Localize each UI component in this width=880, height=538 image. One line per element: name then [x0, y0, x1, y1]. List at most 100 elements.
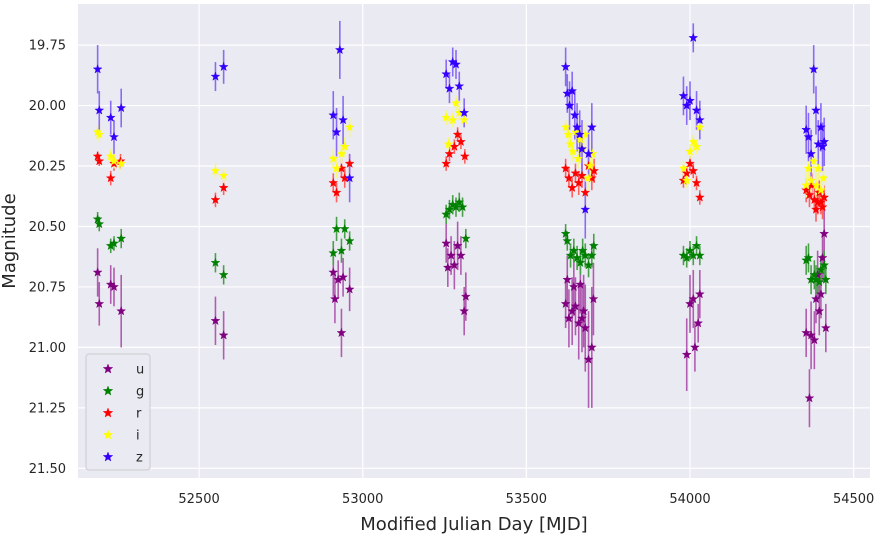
point-z [574, 129, 585, 139]
point-g [454, 197, 465, 207]
point-z [817, 141, 828, 151]
y-tick-label: 20.50 [29, 220, 66, 235]
point-u [804, 393, 815, 403]
legend-marker-i [102, 429, 114, 440]
point-g [562, 235, 573, 246]
point-i [336, 148, 347, 159]
point-z [451, 59, 461, 69]
point-u [806, 330, 817, 340]
point-i [344, 122, 355, 132]
point-g [441, 209, 452, 219]
point-z [577, 143, 587, 154]
point-g [577, 245, 588, 255]
legend-marker-g [102, 385, 114, 396]
legend-marker-r [102, 407, 114, 418]
point-u [815, 289, 826, 299]
point-g [583, 259, 594, 270]
point-i [685, 146, 695, 156]
point-u [588, 293, 599, 304]
point-u [563, 313, 574, 323]
point-i [443, 139, 454, 149]
legend-box [85, 353, 151, 471]
point-u [689, 342, 700, 352]
point-u [801, 327, 812, 338]
x-axis-label: Modified Julian Day [MJD] [360, 514, 587, 535]
point-u [455, 250, 466, 260]
point-i [560, 122, 571, 132]
point-u [442, 262, 453, 272]
point-g [568, 245, 579, 255]
point-r [580, 187, 591, 197]
legend-label-r: r [136, 407, 142, 422]
point-u [94, 298, 105, 309]
point-i [813, 163, 824, 173]
point-i [808, 156, 819, 166]
point-i [331, 163, 342, 173]
point-u [116, 305, 127, 316]
point-i [210, 165, 221, 176]
point-r [570, 168, 581, 178]
point-u [814, 305, 825, 316]
point-r [817, 201, 828, 212]
point-g [819, 259, 830, 270]
point-z [678, 90, 689, 101]
point-g [109, 238, 119, 248]
point-g [586, 250, 597, 260]
point-g [460, 233, 471, 243]
point-u [694, 289, 705, 299]
point-g [92, 214, 103, 224]
point-z [344, 172, 355, 183]
point-g [94, 218, 105, 229]
point-z [441, 68, 452, 79]
point-r [681, 168, 692, 178]
point-u [338, 272, 349, 282]
y-axis-label: Magnitude [0, 193, 20, 288]
y-tick-label: 20.75 [29, 280, 66, 295]
point-i [582, 172, 593, 183]
point-u [210, 315, 221, 326]
point-u [92, 267, 103, 277]
point-u [578, 305, 589, 316]
x-tick-label: 54000 [669, 492, 710, 507]
point-r [218, 182, 229, 192]
point-g [339, 223, 350, 234]
point-r [94, 156, 105, 166]
legend-label-g: g [136, 385, 144, 400]
point-z [688, 32, 699, 43]
point-z [94, 105, 105, 115]
x-tick-label: 52500 [178, 492, 219, 507]
point-z [803, 131, 814, 142]
point-g [218, 269, 229, 280]
point-z [569, 110, 580, 120]
point-r [577, 170, 587, 180]
point-i [681, 175, 692, 185]
point-g [803, 252, 814, 263]
point-z [210, 71, 221, 81]
point-i [563, 129, 574, 139]
point-z [583, 148, 594, 159]
point-r [567, 182, 578, 192]
point-g [444, 204, 455, 214]
point-i [811, 180, 821, 190]
point-u [568, 281, 579, 292]
point-r [811, 204, 821, 214]
point-z [116, 102, 127, 113]
point-u [580, 322, 591, 333]
point-i [573, 153, 584, 163]
point-z [580, 204, 591, 214]
point-z [685, 95, 695, 105]
point-z [92, 64, 103, 74]
point-g [328, 247, 339, 258]
y-tick-label: 20.25 [29, 160, 66, 175]
point-u [459, 305, 470, 316]
point-z [567, 85, 578, 96]
point-u [811, 293, 821, 304]
point-i [459, 114, 470, 125]
y-tick-label: 21.00 [29, 341, 66, 356]
point-z [572, 122, 583, 132]
point-r [328, 177, 339, 188]
y-tick-label: 20.00 [29, 99, 66, 114]
point-g [572, 252, 583, 263]
point-r [560, 163, 571, 173]
